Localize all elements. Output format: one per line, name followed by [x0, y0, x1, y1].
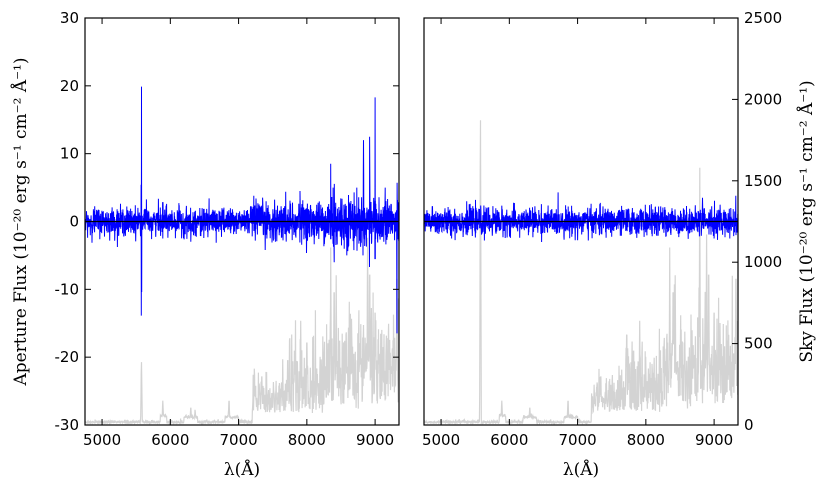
y-tick-label: 1000	[744, 253, 782, 271]
sky-flux-series	[424, 120, 738, 425]
plot-area	[424, 120, 738, 425]
y-tick-label: 10	[60, 145, 79, 163]
left-panel: 5000 6000 7000 8000 9000 λ(Å) -30 -20 -10 0 10 20 30…	[10, 9, 400, 480]
y-axis-label: Sky Flux (10⁻²⁰ erg s⁻¹ cm⁻² Å⁻¹)	[796, 80, 817, 362]
x-tick-label: 5000	[422, 431, 460, 449]
sky-flux-series	[85, 237, 399, 425]
x-tick-label: 7000	[219, 431, 257, 449]
y-tick-label: 2500	[744, 9, 782, 27]
aperture-flux-series	[424, 192, 738, 243]
x-tick-label: 8000	[288, 431, 326, 449]
y-tick-label: 2000	[744, 90, 782, 108]
x-tick-label: 9000	[356, 431, 394, 449]
x-tick-label: 9000	[695, 431, 733, 449]
x-tick-label: 5000	[83, 431, 121, 449]
plot-area	[85, 86, 399, 425]
x-axis-label: λ(Å)	[224, 459, 260, 480]
x-tick-label: 6000	[151, 431, 189, 449]
aperture-flux-series	[85, 86, 399, 334]
x-tick-label: 6000	[490, 431, 528, 449]
y-tick-label: 1500	[744, 172, 782, 190]
axes-frame	[423, 17, 739, 426]
y-tick-label: 0	[69, 213, 79, 231]
y-tick-label: 30	[60, 9, 79, 27]
x-axis-label: λ(Å)	[563, 459, 599, 480]
y-tick-label: -20	[55, 348, 80, 366]
y-axis-label: Aperture Flux (10⁻²⁰ erg s⁻¹ cm⁻² Å⁻¹)	[10, 57, 31, 386]
y-tick-label: -30	[55, 416, 80, 434]
y-tick-label: 0	[744, 416, 754, 434]
x-tick-label: 7000	[558, 431, 596, 449]
x-tick-label: 8000	[627, 431, 665, 449]
y-tick-label: 20	[60, 77, 79, 95]
y-tick-label: 500	[744, 335, 773, 353]
y-tick-label: -10	[55, 280, 80, 298]
right-panel: 5000 6000 7000 8000 9000 λ(Å) 0 500 1000 1500 2000…	[422, 9, 817, 480]
